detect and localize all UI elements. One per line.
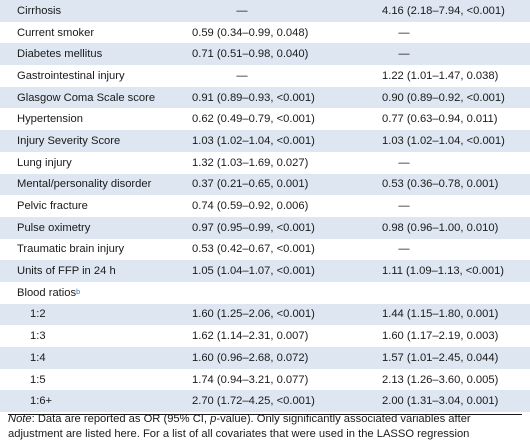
unadjusted-or-cell: 1.62 (1.14–2.31, 0.007) (192, 330, 309, 343)
table-row: Units of FFP in 24 h 1.05 (1.04–1.07, <0.… (0, 260, 530, 282)
row-label: Injury Severity Score (17, 134, 121, 147)
unadjusted-or-cell: 1.05 (1.04–1.07, <0.001) (192, 265, 315, 278)
row-label: Pulse oximetry (17, 221, 91, 234)
unadjusted-or-cell: — (236, 4, 248, 17)
unadjusted-or-cell: 0.53 (0.42–0.67, <0.001) (192, 243, 315, 256)
unadjusted-or-cell: 0.59 (0.34–0.99, 0.048) (192, 26, 309, 39)
table-row: 1:4 1.60 (0.96–2.68, 0.072) 1.57 (1.01–2.4… (0, 347, 530, 369)
table-row: Gastrointestinal injury — 1.22 (1.01–1.47,… (0, 65, 530, 87)
table-row: Current smoker 0.59 (0.34–0.99, 0.048) — (0, 22, 530, 44)
table-row: Diabetes mellitus 0.71 (0.51–0.98, 0.040)… (0, 43, 530, 66)
footnote-marker[interactable]: b (76, 289, 80, 297)
table-row: Injury Severity Score 1.03 (1.02–1.04, <0… (0, 130, 530, 152)
blood-ratios-label: Blood ratios b (17, 282, 80, 304)
adjusted-or-cell: 1.44 (1.15–1.80, 0.001) (382, 308, 499, 321)
adjusted-or-cell: 0.98 (0.96–1.00, 0.010) (382, 221, 499, 234)
table-row: 1:3 1.62 (1.14–2.31, 0.007) 1.60 (1.17–2.1… (0, 325, 530, 347)
table-row: 1:2 1.60 (1.25–2.06, <0.001) 1.44 (1.15–1.… (0, 303, 530, 326)
table-row: Mental/personality disorder 0.37 (0.21–0.… (0, 173, 530, 196)
row-label: Units of FFP in 24 h (17, 265, 116, 278)
table-note: Note: Data are reported as OR (95% CI, p… (8, 412, 523, 442)
unadjusted-or-cell: 0.97 (0.95–0.99, <0.001) (192, 221, 315, 234)
adjusted-or-cell: 1.03 (1.02–1.04, <0.001) (382, 134, 505, 147)
unadjusted-or-cell: 1.60 (0.96–2.68, 0.072) (192, 351, 309, 364)
adjusted-or-cell: 2.13 (1.26–3.60, 0.005) (382, 373, 499, 386)
note-text-before: : Data are reported as OR (95% CI, (31, 413, 211, 425)
table-row: Hypertension 0.62 (0.49–0.79, <0.001) 0.77… (0, 108, 530, 130)
note-prefix: Note (8, 413, 32, 425)
note-text-after: -value). Only significantly associated v… (216, 413, 471, 425)
table-bottom-rule (8, 414, 522, 416)
adjusted-or-cell: — (398, 200, 410, 213)
blood-ratios-header: Blood ratios b (0, 282, 530, 304)
unadjusted-or-cell: 1.32 (1.03–1.69, 0.027) (192, 156, 309, 169)
table-row: Traumatic brain injury 0.53 (0.42–0.67, <… (0, 239, 530, 261)
adjusted-or-cell: 0.90 (0.89–0.92, <0.001) (382, 91, 505, 104)
adjusted-or-cell: 4.16 (2.18–7.94, <0.001) (382, 4, 505, 17)
adjusted-or-cell: 0.53 (0.36–0.78, 0.001) (382, 178, 499, 191)
unadjusted-or-cell: 0.91 (0.89–0.93, <0.001) (192, 91, 315, 104)
row-label: Current smoker (17, 26, 95, 39)
adjusted-or-cell: — (398, 48, 410, 61)
unadjusted-or-cell: 0.62 (0.49–0.79, <0.001) (192, 113, 315, 126)
results-table: Cirrhosis — 4.16 (2.18–7.94, <0.001) Curren… (0, 0, 530, 416)
unadjusted-or-cell: 1.03 (1.02–1.04, <0.001) (192, 134, 315, 147)
adjusted-or-cell: — (398, 156, 410, 169)
table-row: Glasgow Coma Scale score 0.91 (0.89–0.93,… (0, 86, 530, 109)
note-p: p (210, 413, 217, 425)
row-label: Cirrhosis (17, 4, 62, 17)
table-row: Pulse oximetry 0.97 (0.95–0.99, <0.001) 0.… (0, 216, 530, 239)
row-label: Gastrointestinal injury (17, 69, 125, 82)
unadjusted-or-cell: 2.70 (1.72–4.25, <0.001) (192, 395, 315, 408)
adjusted-or-cell: 1.60 (1.17–2.19, 0.003) (382, 330, 499, 343)
unadjusted-or-cell: 1.74 (0.94–3.21, 0.077) (192, 373, 309, 386)
table-row: 1:6+ 2.70 (1.72–4.25, <0.001) 2.00 (1.31–3… (0, 390, 530, 413)
row-label: Hypertension (17, 113, 83, 126)
row-label: Pelvic fracture (17, 200, 88, 213)
adjusted-or-cell: — (398, 243, 410, 256)
row-label: Mental/personality disorder (17, 178, 152, 191)
unadjusted-or-cell: 0.71 (0.51–0.98, 0.040) (192, 48, 309, 61)
unadjusted-or-cell: — (236, 69, 248, 82)
row-label: 1:5 (30, 373, 46, 386)
table-row: Cirrhosis — 4.16 (2.18–7.94, <0.001) (0, 0, 530, 22)
adjusted-or-cell: — (398, 26, 410, 39)
adjusted-or-cell: 1.57 (1.01–2.45, 0.044) (382, 351, 499, 364)
row-label: 1:4 (30, 351, 46, 364)
row-label: Glasgow Coma Scale score (17, 91, 156, 104)
unadjusted-or-cell: 0.74 (0.59–0.92, 0.006) (192, 200, 309, 213)
row-label: Lung injury (17, 156, 72, 169)
unadjusted-or-cell: 0.37 (0.21–0.65, 0.001) (192, 178, 309, 191)
table-row: Lung injury 1.32 (1.03–1.69, 0.027) — (0, 152, 530, 174)
row-label: Diabetes mellitus (17, 48, 103, 61)
row-label: Traumatic brain injury (17, 243, 125, 256)
table-row: Pelvic fracture 0.74 (0.59–0.92, 0.006) — (0, 195, 530, 217)
row-label: 1:2 (30, 308, 46, 321)
row-label: 1:3 (30, 330, 46, 343)
blood-ratios-text: Blood ratios (17, 286, 77, 299)
adjusted-or-cell: 1.22 (1.01–1.47, 0.038) (382, 69, 499, 82)
unadjusted-or-cell: 1.60 (1.25–2.06, <0.001) (192, 308, 315, 321)
adjusted-or-cell: 2.00 (1.31–3.04, 0.001) (382, 395, 499, 408)
note-line2: adjustment are listed here. For a list o… (8, 428, 470, 440)
adjusted-or-cell: 1.11 (1.09–1.13, <0.001) (382, 265, 505, 278)
row-label: 1:6+ (30, 395, 53, 408)
table-row: 1:5 1.74 (0.94–3.21, 0.077) 2.13 (1.26–3.6… (0, 369, 530, 391)
adjusted-or-cell: 0.77 (0.63–0.94, 0.011) (382, 113, 498, 126)
